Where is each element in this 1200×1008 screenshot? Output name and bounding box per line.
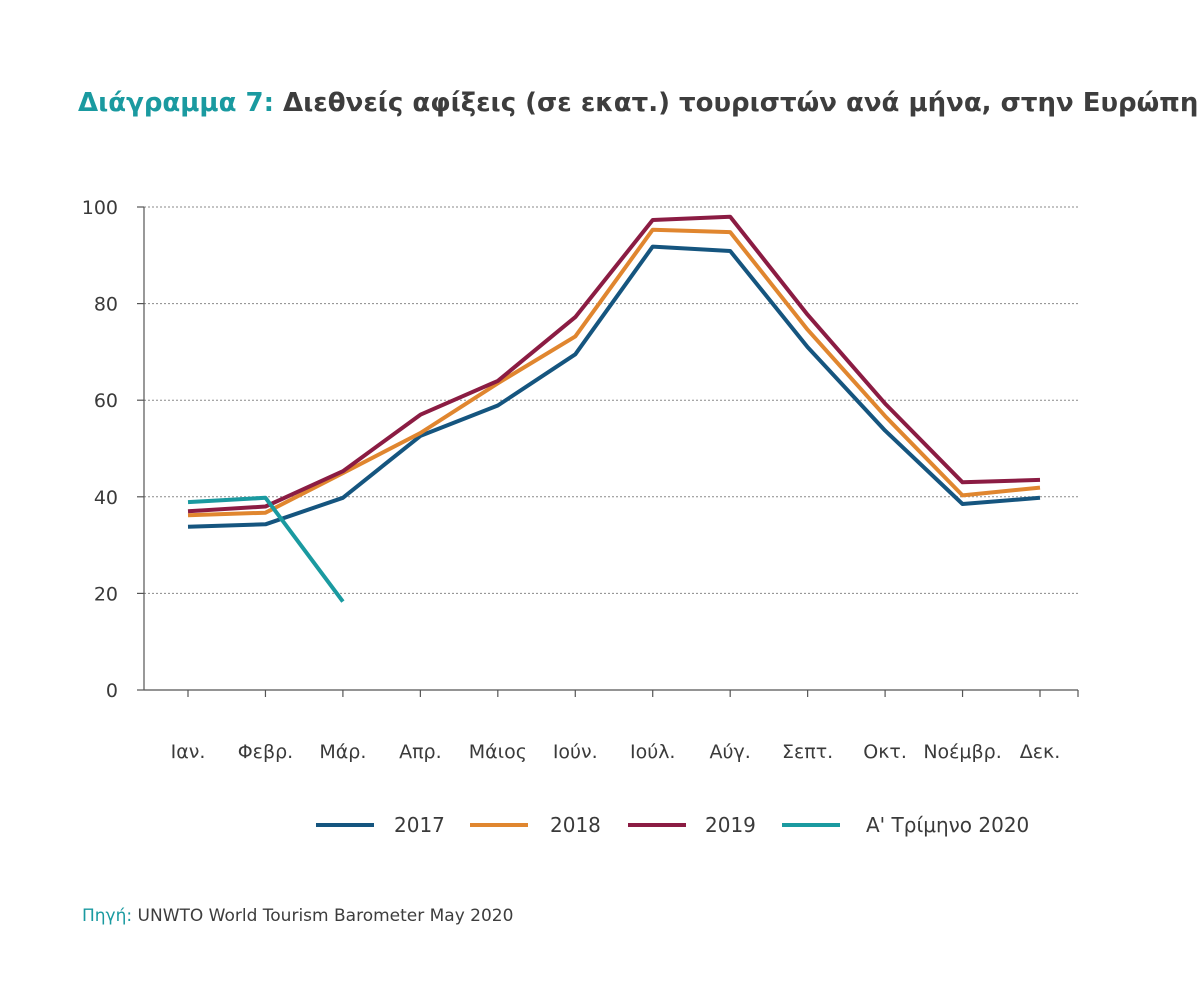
x-tick-label: Αύγ.: [710, 741, 751, 763]
line-chart: 0 20 40 60 80 100 Ιαν. Φεβρ. Μάρ. Απρ. Μάιος Ιούν.…: [82, 197, 1079, 837]
series-line-0: [187, 244, 1041, 529]
chart-gridlines: [144, 206, 1078, 594]
x-tick-label: Ιούλ.: [630, 741, 676, 763]
x-tick-label: Μάιος: [469, 741, 527, 763]
legend-label: 2018: [550, 813, 601, 837]
x-tick-label: Νοέμβρ.: [923, 741, 1001, 763]
legend-label: 2017: [394, 813, 445, 837]
series-line-3: [187, 495, 345, 603]
source-note: Πηγή: UNWTO World Tourism Barometer May …: [82, 906, 513, 926]
x-tick-label: Ιαν.: [171, 741, 206, 763]
x-axis-tick-labels: Ιαν. Φεβρ. Μάρ. Απρ. Μάιος Ιούν. Ιούλ. Αύγ. Σεπτ…: [171, 741, 1061, 763]
chart-legend: 2017 2018 2019 Α' Τρίμηνο 2020: [316, 813, 1029, 837]
x-tick-label: Ιούν.: [553, 741, 598, 763]
legend-label: 2019: [705, 813, 756, 837]
x-tick-label: Σεπτ.: [782, 741, 833, 763]
y-tick-label: 80: [94, 294, 118, 316]
series-line-2: [187, 214, 1041, 514]
x-tick-label: Οκτ.: [863, 741, 907, 763]
y-tick-label: 20: [94, 583, 118, 605]
legend-label: Α' Τρίμηνο 2020: [866, 813, 1029, 837]
x-tick-label: Δεκ.: [1020, 741, 1061, 763]
y-axis-tick-labels: 0 20 40 60 80 100: [82, 197, 118, 702]
source-text: UNWTO World Tourism Barometer May 2020: [137, 906, 514, 926]
series-line-1: [187, 227, 1041, 518]
legend-item: 2018: [470, 813, 601, 837]
chart-series-lines: [187, 214, 1041, 603]
y-tick-label: 0: [106, 680, 118, 702]
x-tick-label: Φεβρ.: [238, 741, 293, 763]
chart-title: Διάγραμμα 7: Διεθνείς αφίξεις (σε εκατ.)…: [78, 88, 1198, 118]
x-tick-label: Απρ.: [399, 741, 442, 763]
legend-item: 2019: [628, 813, 756, 837]
legend-item: Α' Τρίμηνο 2020: [782, 813, 1029, 837]
legend-item: 2017: [316, 813, 445, 837]
source-label: Πηγή:: [82, 906, 133, 926]
chart-axes: [137, 206, 1079, 697]
x-tick-label: Μάρ.: [319, 741, 366, 763]
y-tick-label: 40: [94, 487, 118, 509]
chart-title-prefix: Διάγραμμα 7:: [78, 88, 274, 118]
y-tick-label: 100: [82, 197, 118, 219]
chart-title-text: Διεθνείς αφίξεις (σε εκατ.) τουριστών αν…: [283, 88, 1199, 118]
y-tick-label: 60: [94, 390, 118, 412]
